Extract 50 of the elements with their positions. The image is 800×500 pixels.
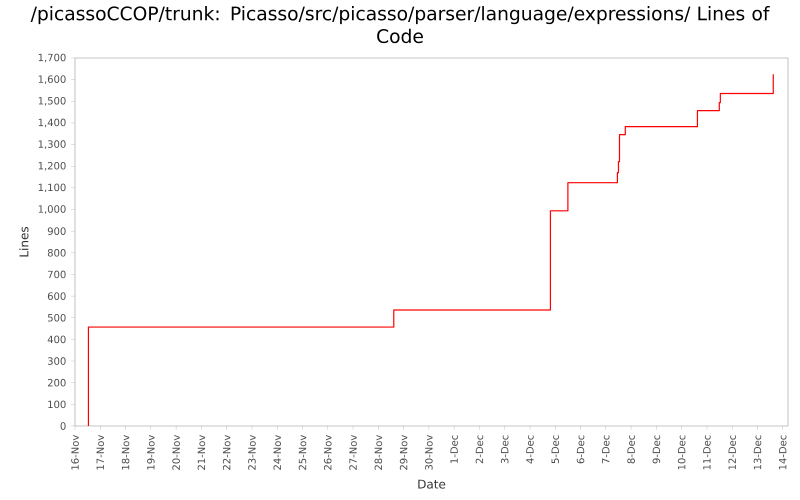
y-tick-label: 1,100: [38, 184, 66, 192]
x-tick-label: 22-Nov: [222, 435, 230, 470]
x-tick-label: 23-Nov: [248, 435, 256, 470]
x-tick-label: 11-Dec: [703, 435, 711, 470]
x-tick-label: 14-Dec: [779, 435, 786, 470]
x-tick-label: 27-Nov: [349, 435, 357, 470]
y-tick-label: 100: [48, 400, 66, 408]
y-tick-label: 1,300: [38, 140, 66, 149]
y-tick-label: 1,400: [38, 118, 66, 128]
y-tick-label: 1,200: [38, 162, 66, 171]
y-tick-label: 600: [48, 292, 66, 300]
x-tick-label: 21-Nov: [198, 435, 206, 470]
x-tick-label: 24-Nov: [273, 435, 281, 470]
y-tick-label: 400: [48, 336, 66, 344]
x-tick-label: 2-Dec: [476, 435, 484, 464]
y-tick-label: 500: [48, 314, 66, 322]
x-tick-label: 13-Dec: [754, 435, 762, 470]
x-tick-label: 25-Nov: [298, 435, 306, 470]
x-tick-label: 16-Nov: [71, 435, 79, 470]
x-tick-label: 26-Nov: [324, 435, 332, 470]
y-axis-title: Lines: [19, 226, 29, 256]
x-tick-label: 28-Nov: [374, 435, 382, 470]
y-tick-label: 700: [48, 270, 66, 278]
x-tick-label: 19-Nov: [147, 435, 155, 470]
y-tick-label: 1,500: [38, 97, 66, 106]
x-tick-label: 5-Dec: [552, 435, 559, 464]
x-axis-title: Date: [418, 480, 446, 489]
x-tick-label: 30-Nov: [425, 435, 433, 470]
x-tick-label: 8-Dec: [627, 435, 635, 464]
x-tick-label: 6-Dec: [576, 435, 584, 464]
y-tick-label: 1,600: [38, 75, 66, 84]
y-tick-label: 800: [48, 249, 66, 257]
x-tick-label: 9-Dec: [652, 435, 660, 464]
x-tick-label: 3-Dec: [500, 435, 508, 464]
x-tick-label: 29-Nov: [400, 435, 408, 470]
y-tick-label: 0: [60, 422, 66, 430]
y-tick-label: 1,700: [38, 54, 66, 62]
chart-title: /picassoCCOP/trunk: Picasso/src/picasso/parser/language/expressions/ Lines of Code: [30, 6, 770, 44]
x-tick-label: 18-Nov: [122, 435, 130, 470]
x-tick-label: 20-Nov: [172, 435, 180, 470]
y-tick-label: 200: [48, 378, 66, 386]
x-tick-label: 12-Dec: [728, 435, 736, 470]
x-tick-label: 10-Dec: [678, 435, 686, 470]
y-tick-label: 1,000: [38, 205, 66, 214]
y-tick-label: 300: [48, 357, 66, 365]
x-tick-label: 4-Dec: [526, 435, 534, 464]
x-tick-label: 7-Dec: [602, 435, 610, 464]
y-tick-label: 900: [48, 227, 66, 235]
x-tick-label: 1-Dec: [450, 435, 458, 463]
x-tick-label: 17-Nov: [96, 435, 104, 470]
